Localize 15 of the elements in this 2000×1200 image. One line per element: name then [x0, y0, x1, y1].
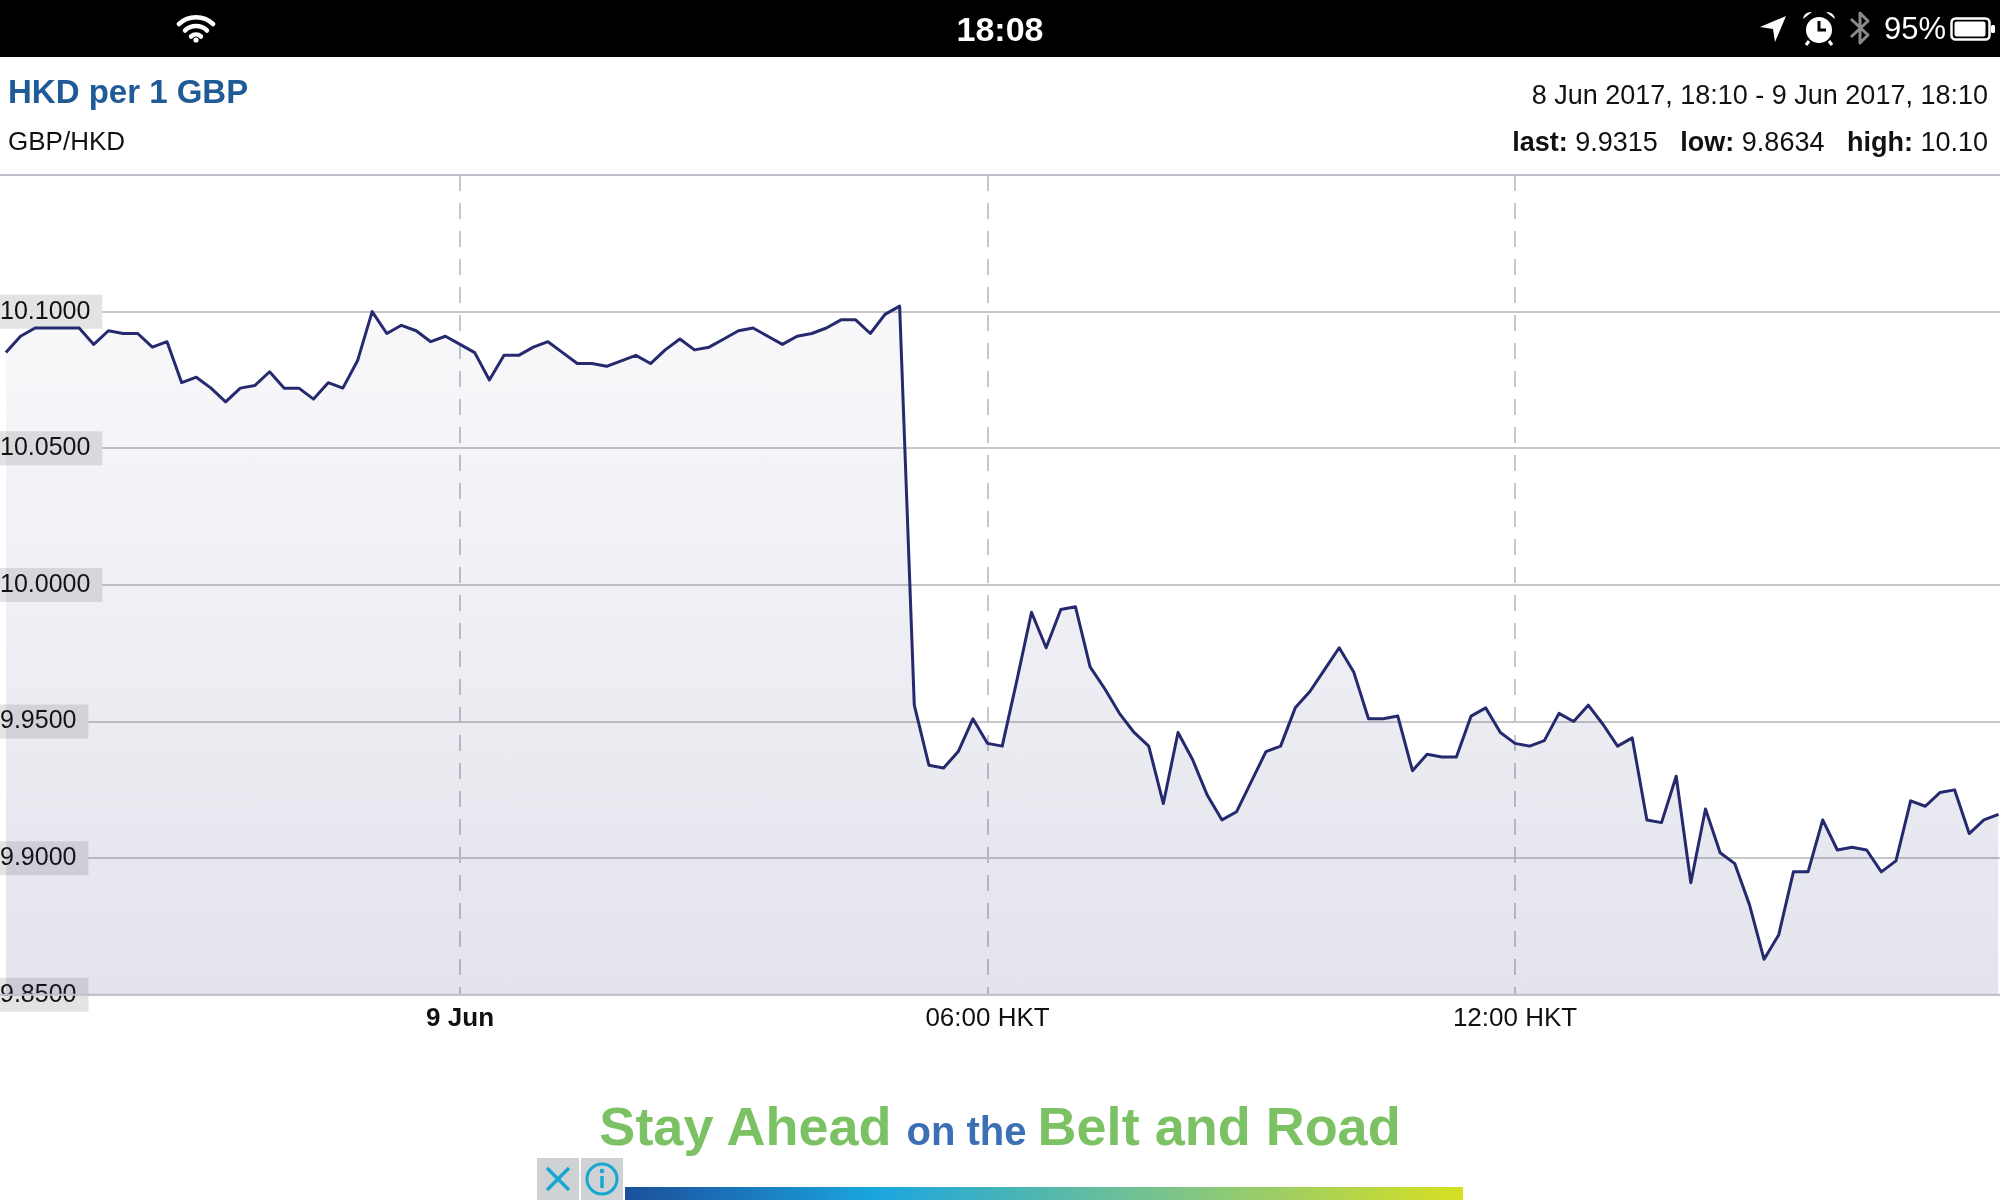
x-tick-label: 06:00 HKT: [925, 1001, 1050, 1032]
chart-title: HKD per 1 GBP: [8, 72, 249, 112]
y-tick-label: 9.9500: [0, 705, 77, 734]
y-tick-label: 10.0000: [0, 568, 91, 597]
x-tick-label: 12:00 HKT: [1452, 1001, 1578, 1032]
text: Stay Ahead on the Belt and Road: [599, 1096, 1401, 1156]
x-tick-label: 9 Jun: [426, 1001, 495, 1032]
text: 18:08: [956, 10, 1044, 48]
text: last: 9.9315 low: 9.8634 high: 10.10: [1512, 126, 1988, 159]
chart-subtitle: GBP/HKD: [8, 125, 126, 158]
y-tick-label: 10.0500: [0, 432, 91, 461]
y-tick-label: 9.9000: [0, 842, 77, 871]
text: 95%: [1883, 10, 1946, 48]
y-tick-label: 10.1000: [0, 295, 91, 324]
text: 8 Jun 2017, 18:10 - 9 Jun 2017, 18:10: [1531, 79, 1988, 112]
